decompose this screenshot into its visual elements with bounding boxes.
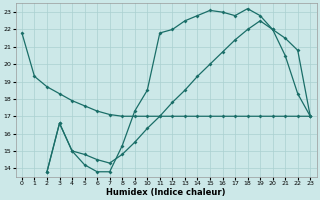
X-axis label: Humidex (Indice chaleur): Humidex (Indice chaleur) [106, 188, 226, 197]
